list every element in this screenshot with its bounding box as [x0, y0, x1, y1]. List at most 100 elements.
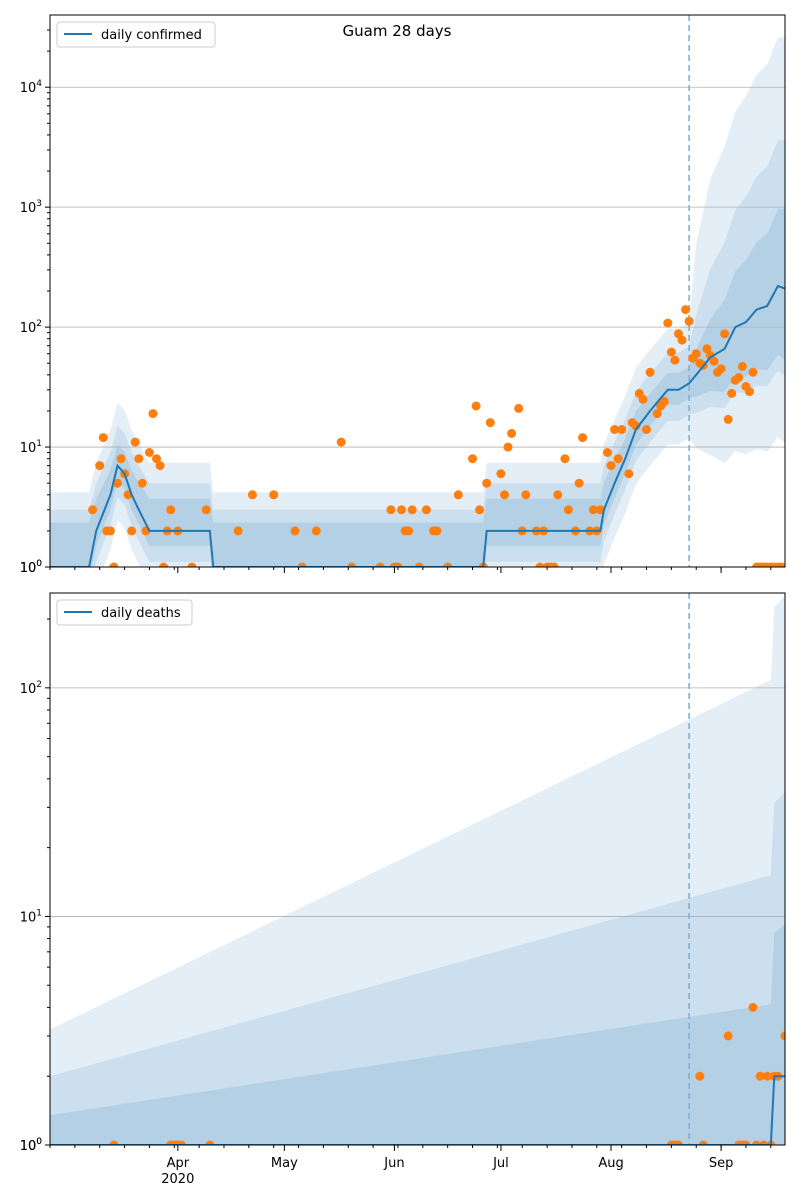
data-point [503, 442, 513, 452]
data-point [88, 505, 98, 515]
data-point [716, 364, 726, 374]
data-point [535, 562, 545, 567]
data-point [375, 562, 385, 567]
y-tick-label: 102 [20, 319, 42, 336]
data-point [336, 437, 346, 447]
x-tick-label: May [271, 1156, 298, 1171]
series-line [50, 1075, 785, 1145]
confidence-band [50, 792, 785, 1145]
data-point [475, 505, 485, 515]
data-point [496, 469, 506, 479]
series-confirmed [50, 15, 785, 567]
y-tick-label: 101 [20, 908, 42, 925]
y-tick-label: 100 [20, 559, 43, 576]
data-point [698, 1140, 708, 1145]
data-point [421, 505, 431, 515]
data-point [468, 454, 477, 464]
data-point [684, 316, 694, 326]
chart-title: Guam 28 days [343, 22, 452, 40]
data-point [485, 418, 495, 428]
series-deaths [50, 593, 785, 1145]
data-point [166, 505, 176, 515]
data-point [603, 448, 612, 457]
confidence-band [50, 208, 785, 567]
data-point [681, 305, 691, 315]
data-point [720, 329, 730, 339]
data-point [105, 526, 115, 536]
data-point [741, 1140, 751, 1145]
data-point [393, 562, 403, 567]
data-point [507, 428, 517, 438]
data-point [130, 437, 140, 447]
data-point [613, 454, 623, 464]
data-point [659, 396, 669, 406]
x-tick-label: Jul [492, 1156, 509, 1171]
data-point [780, 1031, 785, 1041]
data-point [144, 448, 154, 457]
data-point [588, 505, 598, 515]
data-point [759, 1140, 769, 1145]
data-point [152, 454, 161, 464]
data-point [606, 461, 616, 471]
data-point [578, 433, 588, 443]
data-point [311, 526, 321, 536]
data-point [574, 478, 584, 488]
data-point [482, 478, 492, 488]
data-point [176, 1140, 186, 1145]
data-point [553, 490, 563, 500]
data-point [386, 505, 396, 515]
data-point [521, 490, 531, 500]
data-point [453, 490, 463, 500]
data-point [737, 361, 747, 371]
data-point [734, 373, 744, 382]
legend-box [56, 599, 193, 626]
confidence-band [50, 36, 785, 567]
x-tick-label: Sep [709, 1156, 734, 1171]
data-point [247, 490, 257, 500]
y-tick-label: 102 [20, 680, 42, 697]
data-point [155, 461, 165, 471]
data-point [762, 1071, 772, 1081]
y-tick-label: 101 [20, 439, 42, 456]
y-tick-label: 100 [20, 1137, 43, 1154]
data-point [642, 425, 651, 434]
data-point [752, 1140, 762, 1145]
data-point [201, 505, 211, 515]
axes-frame-deaths [49, 592, 786, 1146]
confidence-bands-deaths [50, 595, 785, 1145]
data-point [674, 1140, 683, 1145]
data-point [638, 394, 648, 404]
data-point [404, 526, 414, 536]
data-point [563, 505, 573, 515]
data-point [624, 469, 634, 479]
x-tick-label: Jun [383, 1156, 404, 1171]
data-point [127, 526, 137, 536]
confidence-band [50, 595, 785, 1145]
data-point [776, 562, 785, 567]
data-point [727, 388, 737, 398]
data-point [347, 562, 357, 567]
legend-confirmed: daily confirmed [56, 21, 216, 48]
data-point [748, 367, 758, 377]
data-point [645, 367, 655, 377]
data-point [414, 562, 424, 567]
x-tick-label: Aug [598, 1156, 623, 1171]
data-point [702, 344, 712, 354]
data-point [113, 478, 122, 488]
data-point [617, 425, 627, 434]
data-point [663, 318, 673, 328]
data-point [95, 461, 105, 471]
data-point [755, 1071, 765, 1081]
data-point [98, 433, 108, 443]
data-point [691, 349, 701, 359]
confidence-bands-confirmed [50, 36, 785, 567]
y-tick-label: 103 [20, 199, 42, 216]
data-point [677, 335, 687, 345]
data-point [443, 562, 453, 567]
data-point [652, 409, 662, 419]
x-axis-confirmed [49, 567, 772, 573]
x-tick-label: Apr [167, 1156, 190, 1171]
